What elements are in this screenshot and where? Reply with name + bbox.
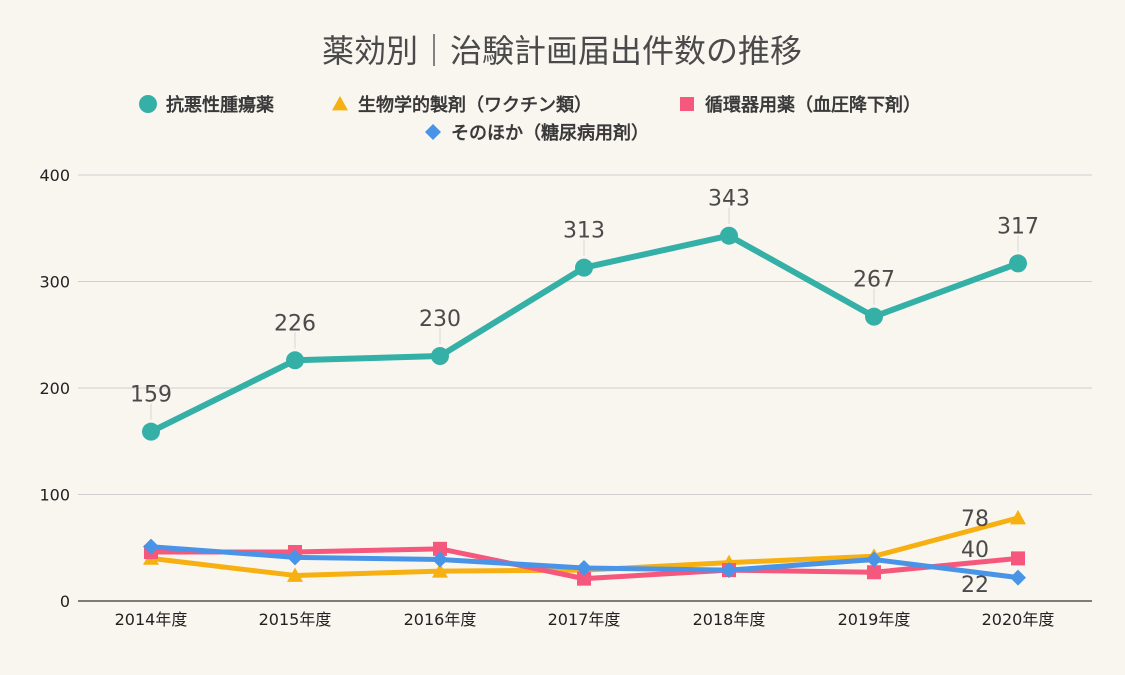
series-4-point-6 (866, 551, 882, 568)
series-1-point-7 (1009, 254, 1027, 273)
y-tick-label-300: 300 (39, 273, 70, 292)
series-4-point-1 (143, 538, 159, 555)
series-4-point-2 (287, 549, 303, 566)
series-2-point-3 (432, 563, 448, 578)
series-1-data-label-6: 267 (853, 268, 895, 293)
series-1-point-3 (431, 347, 449, 366)
series-1-point-1 (142, 422, 160, 441)
series-1-data-label-4: 313 (563, 219, 605, 244)
series-1-point-2 (286, 351, 304, 370)
legend-marker-1 (139, 95, 157, 113)
y-tick-label-0: 0 (60, 592, 70, 611)
series-3-point-4 (577, 571, 591, 586)
x-tick-label-1: 2014年度 (115, 610, 188, 629)
y-tick-label-200: 200 (39, 379, 70, 398)
series-1-point-6 (865, 307, 883, 326)
legend-marker-2 (332, 96, 348, 111)
legend-marker-4 (425, 124, 441, 140)
series-1-point-5 (720, 226, 738, 245)
series-4-point-4 (576, 559, 592, 576)
series-3-point-3 (433, 541, 447, 556)
legend-label-1: 抗悪性腫瘍薬 (166, 94, 274, 116)
gridlines (78, 174, 1092, 495)
series-1-data-label-7: 317 (997, 214, 1039, 239)
x-tick-label-2: 2015年度 (259, 610, 332, 629)
series-2-data-label-7: 78 (961, 507, 989, 532)
series-1-data-label-1: 159 (130, 383, 172, 408)
x-tick-label-3: 2016年度 (404, 610, 477, 629)
legend-label-3: 循環器用薬（血圧降下剤） (705, 94, 921, 116)
series-1-data-label-5: 343 (708, 187, 750, 212)
series-1-data-label-2: 226 (274, 311, 316, 336)
legend-label-2: 生物学的製剤（ワクチン類） (358, 94, 592, 116)
y-tick-label-400: 400 (39, 166, 70, 185)
series-2-point-2 (287, 567, 303, 582)
series-4-data-label-7: 22 (961, 573, 989, 598)
axes: 0 100 200 300 400 2014年度 2015年度 2016年度 2017年度 201… (39, 166, 1092, 629)
series-2-point-7 (1010, 509, 1026, 525)
x-tick-label-4: 2017年度 (548, 610, 621, 629)
y-tick-label-100: 100 (39, 486, 70, 505)
series-3-point-6 (867, 565, 881, 580)
legend-marker-3 (680, 97, 694, 111)
legend: 抗悪性腫瘍薬 生物学的製剤（ワクチン類） 循環器用薬（血圧降下剤） そのほか（糖尿病用… (139, 94, 921, 144)
legend-label-4: そのほか（糖尿病用剤） (451, 122, 649, 144)
x-tick-label-5: 2018年度 (693, 610, 766, 629)
series-4-point-3 (432, 551, 448, 568)
series-1-point-4 (575, 258, 593, 277)
x-tick-label-6: 2019年度 (838, 610, 911, 629)
series-4-group (143, 538, 1026, 586)
series-1-data-label-3: 230 (419, 307, 461, 332)
x-tick-label-7: 2020年度 (982, 610, 1055, 629)
series-1-group (142, 226, 1027, 441)
data-labels: 159 226 230 313 343 267 317 78 40 22 (130, 187, 1039, 598)
series-group (142, 226, 1027, 586)
series-4-point-5 (721, 562, 737, 579)
series-4-point-7 (1010, 569, 1026, 586)
series-3-data-label-7: 40 (961, 538, 989, 563)
chart-title: 薬効別｜治験計画届出件数の推移 (322, 32, 802, 70)
series-3-point-7 (1011, 551, 1025, 566)
